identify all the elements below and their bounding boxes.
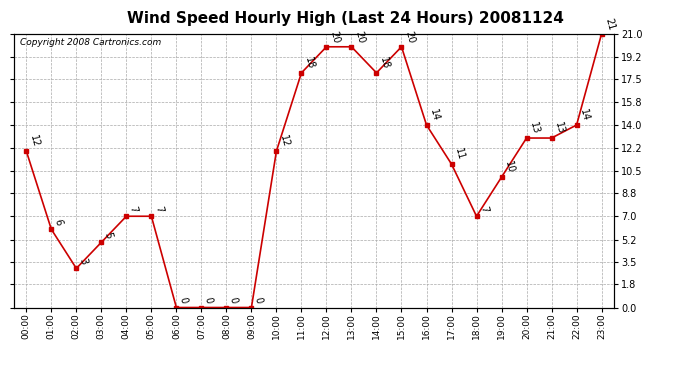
Text: 5: 5 — [103, 231, 114, 240]
Text: 13: 13 — [553, 121, 566, 135]
Text: 21: 21 — [603, 16, 616, 31]
Text: 20: 20 — [353, 30, 366, 44]
Text: 11: 11 — [453, 147, 466, 161]
Text: 18: 18 — [303, 56, 315, 70]
Text: 14: 14 — [428, 108, 441, 122]
Text: 3: 3 — [78, 257, 89, 265]
Text: 0: 0 — [203, 296, 214, 305]
Text: 12: 12 — [278, 134, 290, 148]
Text: 0: 0 — [228, 296, 239, 305]
Text: 0: 0 — [178, 296, 189, 305]
Text: 10: 10 — [503, 160, 515, 174]
Text: 18: 18 — [378, 56, 391, 70]
Text: 20: 20 — [328, 30, 341, 44]
Text: 6: 6 — [52, 218, 64, 226]
Text: Wind Speed Hourly High (Last 24 Hours) 20081124: Wind Speed Hourly High (Last 24 Hours) 2… — [126, 11, 564, 26]
Text: 0: 0 — [253, 296, 264, 305]
Text: 20: 20 — [403, 30, 416, 44]
Text: 13: 13 — [528, 121, 541, 135]
Text: 7: 7 — [478, 205, 489, 213]
Text: Copyright 2008 Cartronics.com: Copyright 2008 Cartronics.com — [20, 38, 161, 47]
Text: 7: 7 — [152, 205, 164, 213]
Text: 7: 7 — [128, 205, 139, 213]
Text: 14: 14 — [578, 108, 591, 122]
Text: 12: 12 — [28, 134, 41, 148]
